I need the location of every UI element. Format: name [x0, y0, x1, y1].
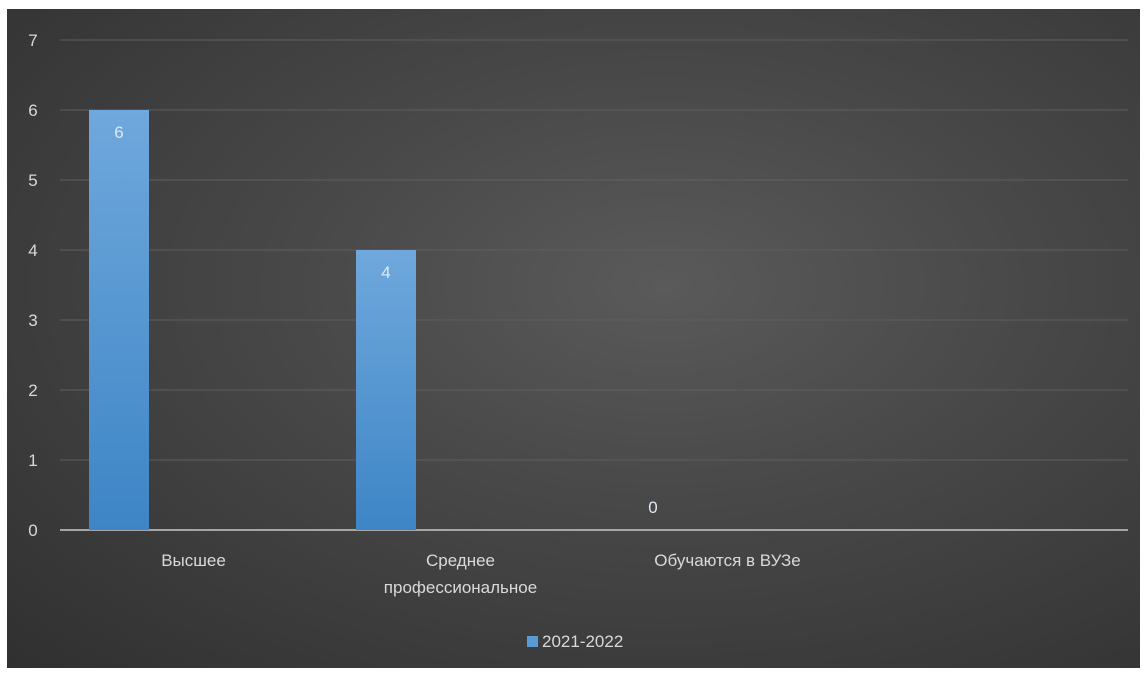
data-label: 6: [114, 123, 123, 142]
bars: [89, 110, 416, 530]
legend-label: 2021-2022: [542, 632, 623, 651]
chart-area: 0 1 2 3 4 5 6 7 6 4 0 Высшее Среднее профессиональн…: [7, 9, 1140, 668]
y-tick-label: 1: [28, 451, 37, 470]
bar-chart: 0 1 2 3 4 5 6 7 6 4 0 Высшее Среднее профессиональн…: [28, 31, 1128, 651]
y-tick-label: 2: [28, 381, 37, 400]
category-label: Высшее: [161, 551, 226, 570]
y-tick-label: 6: [28, 101, 37, 120]
bar: [356, 250, 416, 530]
data-label: 4: [381, 263, 390, 282]
category-label: Среднее: [426, 551, 495, 570]
y-axis-ticks: 0 1 2 3 4 5 6 7: [28, 31, 37, 540]
y-tick-label: 7: [28, 31, 37, 50]
data-label: 0: [648, 498, 657, 517]
bar: [89, 110, 149, 530]
category-label: Обучаются в ВУЗе: [654, 551, 800, 570]
gridlines: [60, 39, 1128, 531]
y-tick-label: 0: [28, 521, 37, 540]
legend-swatch: [527, 636, 538, 647]
x-axis-categories: Высшее Среднее профессиональное Обучаются в…: [161, 551, 801, 597]
category-label: профессиональное: [384, 578, 537, 597]
legend: 2021-2022: [527, 632, 623, 651]
y-tick-label: 4: [28, 241, 37, 260]
y-tick-label: 3: [28, 311, 37, 330]
y-tick-label: 5: [28, 171, 37, 190]
data-labels: 6 4 0: [114, 123, 657, 517]
